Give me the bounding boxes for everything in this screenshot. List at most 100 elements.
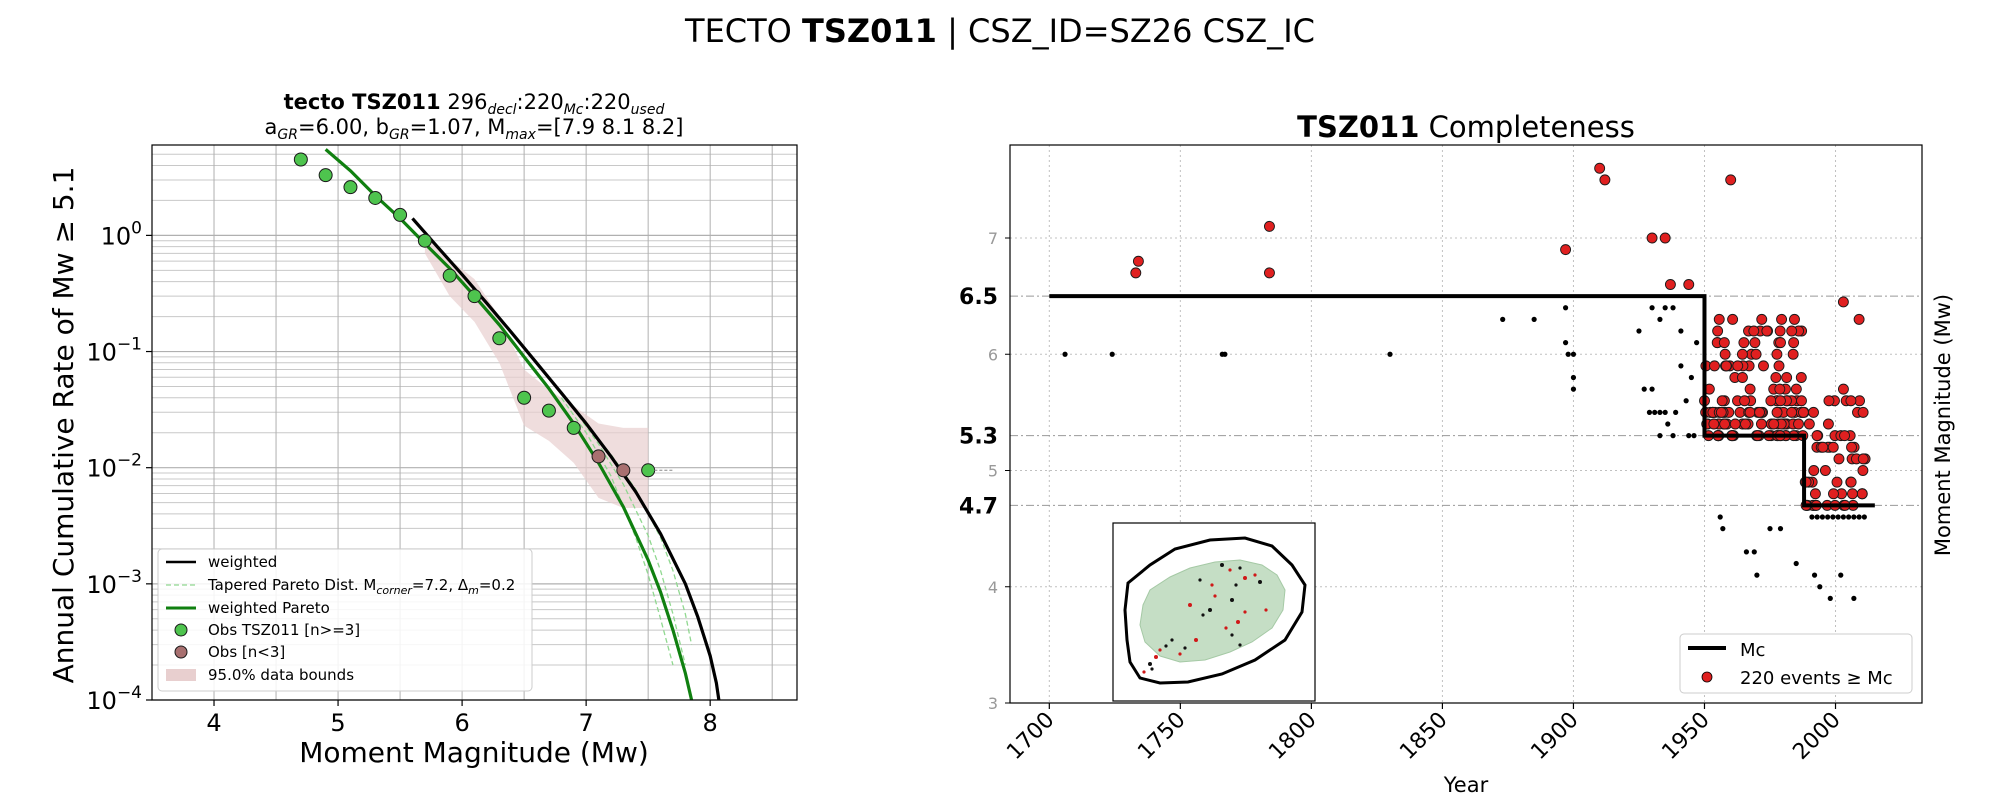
inset-event-dot: [1194, 638, 1198, 642]
event-below-mc: [1827, 595, 1833, 601]
event-below-mc: [1811, 572, 1818, 578]
right-x-tick-label: 1950: [1657, 708, 1714, 765]
event-below-mc: [1531, 316, 1537, 322]
left-y-axis-label: Annual Cumulative Rate of Mw ≥ 5.1: [47, 167, 80, 684]
inset-event-dot: [1142, 670, 1146, 674]
right-y-tick-label: 6: [988, 345, 998, 364]
event-above-mc: [1773, 360, 1785, 372]
right-y-axis-label: Moment Magnitude (Mw): [1931, 294, 1955, 556]
event-below-mc: [1657, 409, 1663, 415]
event-above-mc: [1725, 174, 1737, 186]
event-above-mc: [1808, 406, 1819, 418]
magnitude-frequency-panel: tecto TSZ011 296decl:220Mc:220used aGR=6…: [47, 90, 798, 769]
inset-event-dot: [1238, 566, 1242, 570]
inset-event-dot: [1234, 583, 1238, 587]
event-above-mc: [1776, 313, 1788, 325]
event-above-mc: [1833, 453, 1845, 465]
inset-event-dot: [1154, 655, 1158, 659]
obs-point: [541, 403, 556, 418]
event-above-mc: [1659, 232, 1671, 244]
event-below-mc: [1840, 514, 1846, 520]
event-above-mc: [1774, 325, 1786, 337]
event-above-mc: [1744, 383, 1756, 395]
inset-event-dot: [1220, 563, 1224, 567]
event-below-mc: [1570, 374, 1577, 381]
right-x-tick-label: 1700: [1002, 708, 1059, 765]
inset-event-dot: [1213, 594, 1217, 598]
completeness-level-label: 4.7: [959, 494, 998, 519]
inset-event-dot: [1208, 608, 1212, 612]
event-above-mc: [1808, 465, 1820, 476]
left-legend-box: [157, 548, 533, 692]
inset-event-dot: [1238, 643, 1242, 647]
obs-point: [641, 463, 656, 478]
event-above-mc: [1790, 383, 1802, 395]
event-above-mc: [1599, 174, 1611, 186]
inset-event-dot: [1201, 613, 1205, 617]
event-above-mc: [1774, 383, 1786, 395]
event-below-mc: [1562, 340, 1569, 346]
event-above-mc: [1736, 372, 1748, 383]
event-below-mc: [1641, 386, 1647, 392]
obs-point: [393, 207, 408, 222]
inset-event-dot: [1210, 583, 1214, 587]
legend-bounds-swatch: [166, 669, 196, 681]
left-x-tick-label: 7: [578, 709, 593, 737]
event-below-mc: [1819, 514, 1826, 520]
event-below-mc: [1838, 572, 1844, 578]
event-above-mc: [1761, 325, 1773, 337]
event-below-mc: [1662, 305, 1668, 311]
right-plot-frame: [1009, 144, 1923, 704]
event-above-mc: [1130, 267, 1142, 279]
suptitle: TECTO TSZ011 | CSZ_ID=SZ26 CSZ_IC: [684, 12, 1315, 50]
event-above-mc: [1856, 488, 1868, 500]
right-x-tick-label: 2000: [1788, 708, 1845, 765]
event-above-mc: [1788, 337, 1800, 349]
event-above-mc: [1822, 418, 1834, 430]
right-y-tick-label: 3: [988, 694, 998, 713]
inset-event-dot: [1183, 646, 1187, 650]
completeness-level-label: 6.5: [959, 285, 998, 310]
event-below-mc: [1809, 514, 1815, 520]
event-above-mc: [1713, 313, 1725, 325]
event-above-mc: [1831, 476, 1843, 488]
left-y-tick-label: 10−1: [86, 335, 142, 367]
inset-event-dot: [1178, 652, 1182, 656]
event-below-mc: [1751, 549, 1757, 555]
inset-event-dot: [1230, 633, 1234, 637]
event-below-mc: [1657, 433, 1663, 439]
event-below-mc: [1646, 409, 1653, 415]
event-above-mc: [1720, 360, 1732, 372]
event-above-mc: [1712, 325, 1724, 337]
event-above-mc: [1738, 337, 1750, 349]
event-above-mc: [1739, 418, 1751, 430]
legend-events-label: 220 events ≥ Mc: [1740, 668, 1893, 689]
event-above-mc: [1819, 465, 1831, 476]
event-above-mc: [1646, 232, 1658, 244]
event-below-mc: [1793, 560, 1799, 567]
legend-events-swatch: [1701, 671, 1713, 683]
event-below-mc: [1670, 433, 1676, 439]
left-legend: weighted Tapered Pareto Dist. Mcorner=7.2…: [157, 548, 533, 692]
event-below-mc: [1570, 351, 1577, 357]
event-above-mc: [1683, 279, 1695, 290]
event-above-mc: [1774, 395, 1786, 407]
event-above-mc: [1796, 395, 1807, 407]
inset-event-dot: [1188, 603, 1192, 607]
inset-event-dot: [1158, 648, 1162, 652]
event-above-mc: [1793, 418, 1804, 430]
event-below-mc: [1678, 328, 1684, 334]
inset-event-dot: [1243, 576, 1247, 580]
obs-point: [517, 390, 532, 405]
obs-low-count-point: [591, 449, 606, 464]
left-title-line1: tecto TSZ011 296decl:220Mc:220used: [284, 90, 665, 118]
legend-obs-label: Obs TSZ011 [n>=3]: [208, 621, 360, 639]
obs-low-count-point: [616, 463, 631, 478]
left-x-tick-label: 8: [703, 709, 718, 737]
event-below-mc: [1657, 316, 1663, 322]
right-y-tick-label: 5: [988, 462, 998, 481]
right-x-tick-label: 1750: [1133, 708, 1190, 765]
left-plot-frame: [151, 144, 798, 701]
event-above-mc: [1775, 337, 1786, 349]
